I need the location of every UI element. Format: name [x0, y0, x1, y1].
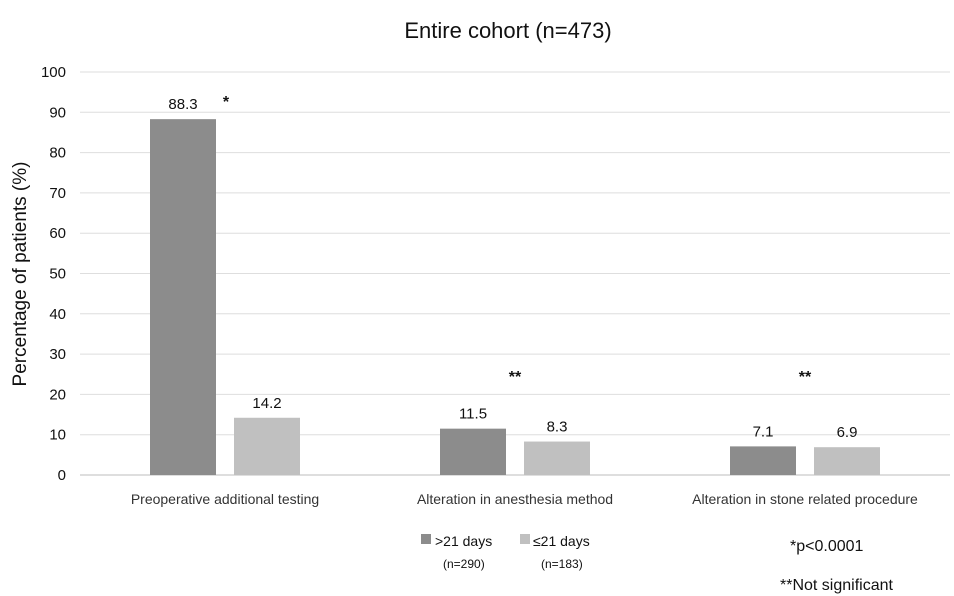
- note-p-value: *p<0.0001: [790, 538, 864, 555]
- y-tick-label: 50: [49, 266, 66, 283]
- x-category-label: Alteration in stone related procedure: [692, 491, 918, 507]
- data-label: 88.3: [168, 96, 197, 113]
- x-category-label: Preoperative additional testing: [131, 491, 319, 507]
- data-label: 7.1: [753, 423, 774, 440]
- legend-swatch-le21: [520, 534, 530, 544]
- legend-sublabel-gt21: (n=290): [443, 557, 485, 571]
- significance-mark: **: [509, 369, 522, 386]
- data-label: 11.5: [459, 406, 487, 423]
- y-tick-label: 70: [49, 185, 66, 202]
- legend-sublabel-le21: (n=183): [541, 557, 583, 571]
- data-label: 8.3: [547, 419, 568, 436]
- bar: [440, 428, 506, 475]
- gridlines: [80, 71, 950, 476]
- bar: [234, 417, 300, 475]
- x-category-label: Alteration in anesthesia method: [417, 491, 613, 507]
- y-tick-label: 0: [58, 467, 66, 484]
- significance-marks: *** **: [223, 94, 812, 386]
- y-tick-label: 20: [49, 386, 66, 403]
- y-axis-label: Percentage of patients (%): [10, 162, 31, 387]
- y-tick-label: 10: [49, 427, 66, 444]
- bar: [814, 447, 880, 475]
- legend-swatch-gt21: [421, 534, 431, 544]
- legend-label-le21: ≤21 days: [533, 533, 590, 549]
- y-tick-label: 80: [49, 145, 66, 162]
- bar: [730, 446, 796, 475]
- bar: [524, 441, 590, 475]
- bar: [150, 119, 216, 475]
- data-labels: 88.3 14.2 11.5 8.3 7.1 6.9: [168, 96, 857, 441]
- x-axis-categories: Preoperative additional testing Alteratio…: [131, 491, 918, 507]
- y-tick-label: 60: [49, 225, 66, 242]
- legend: >21 days (n=290) ≤21 days (n=183): [421, 533, 590, 571]
- y-tick-label: 100: [41, 64, 66, 81]
- data-label: 14.2: [252, 395, 281, 412]
- y-tick-label: 90: [49, 104, 66, 121]
- note-not-significant: **Not significant: [780, 577, 894, 594]
- significance-mark: *: [223, 94, 230, 111]
- significance-mark: **: [799, 369, 812, 386]
- data-label: 6.9: [837, 424, 858, 441]
- legend-label-gt21: >21 days: [435, 533, 492, 549]
- y-tick-label: 30: [49, 346, 66, 363]
- y-tick-label: 40: [49, 306, 66, 323]
- bars: [150, 119, 880, 475]
- y-axis-ticks: 0 10 20 30 40 50 60 70 80 90 100: [41, 64, 66, 484]
- chart-title: Entire cohort (n=473): [404, 18, 611, 43]
